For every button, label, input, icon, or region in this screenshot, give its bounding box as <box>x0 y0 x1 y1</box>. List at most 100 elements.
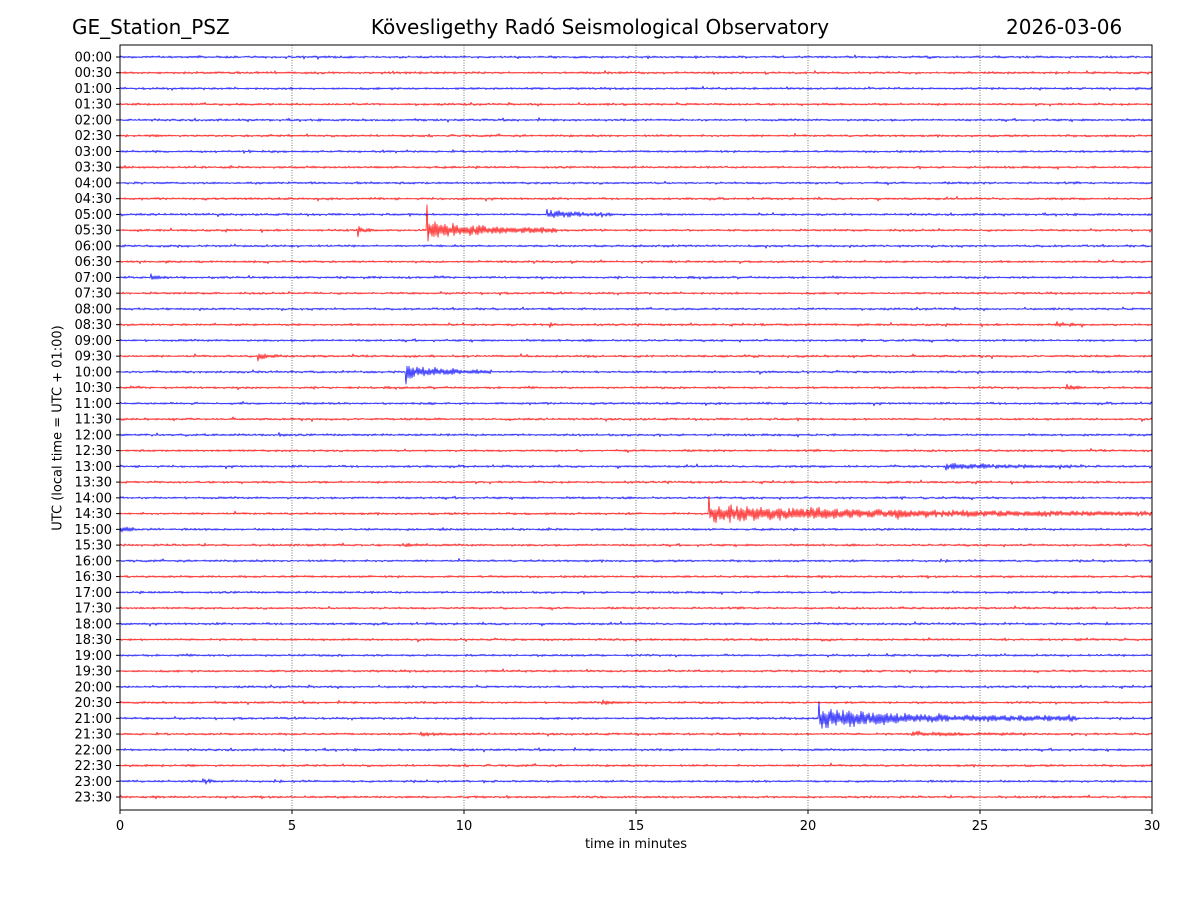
y-tick-label: 05:30 <box>75 224 112 239</box>
observatory-title: Kövesligethy Radó Seismological Observat… <box>370 15 830 39</box>
trace-row-0330 <box>119 164 1153 170</box>
trace-row-1830 <box>119 637 1153 643</box>
y-tick-label: 04:30 <box>75 192 112 207</box>
trace-row-0800 <box>119 306 1153 312</box>
y-tick-label: 17:30 <box>75 602 112 617</box>
y-tick-label: 00:30 <box>75 66 112 81</box>
y-tick-label: 22:30 <box>75 759 112 774</box>
date-title: 2026-03-06 <box>1006 15 1123 39</box>
y-tick-label: 08:30 <box>75 318 112 333</box>
trace-row-2100 <box>119 702 1153 729</box>
y-tick-label: 10:00 <box>75 365 112 380</box>
y-tick-label: 14:30 <box>75 507 112 522</box>
trace-row-1100 <box>119 400 1153 407</box>
trace-row-0000 <box>119 54 1153 60</box>
y-tick-label: 11:00 <box>75 397 112 412</box>
trace-row-2200 <box>119 747 1153 753</box>
y-tick-label: 20:30 <box>75 696 112 711</box>
trace-row-0200 <box>119 117 1153 123</box>
trace-row-1300 <box>119 462 1153 471</box>
y-tick-label: 12:00 <box>75 428 112 443</box>
y-tick-label: 03:30 <box>75 161 112 176</box>
x-tick-label: 10 <box>456 819 473 834</box>
trace-row-2130 <box>119 730 1153 737</box>
y-tick-label: 21:00 <box>75 712 112 727</box>
y-tick-label: 16:00 <box>75 554 112 569</box>
trace-row-0430 <box>119 195 1153 202</box>
y-tick-label: 09:00 <box>75 334 112 349</box>
y-tick-label: 15:30 <box>75 539 112 554</box>
trace-row-1330 <box>119 479 1153 485</box>
x-tick-label: 30 <box>1144 819 1161 834</box>
y-tick-label: 16:30 <box>75 570 112 585</box>
y-tick-label: 01:30 <box>75 98 112 113</box>
y-tick-label: 07:30 <box>75 287 112 302</box>
y-tick-label: 07:00 <box>75 271 112 286</box>
y-tick-label: 19:30 <box>75 665 112 680</box>
trace-row-0930 <box>119 353 1153 362</box>
x-axis-ticks: 0 5 10 15 20 25 30 <box>116 810 1160 834</box>
trace-row-1430 <box>119 495 1153 524</box>
y-tick-label: 18:00 <box>75 617 112 632</box>
y-tick-label: 13:00 <box>75 460 112 475</box>
x-tick-label: 15 <box>628 819 645 834</box>
y-tick-label: 23:30 <box>75 791 112 806</box>
trace-row-1800 <box>119 621 1153 627</box>
y-tick-label: 12:30 <box>75 444 112 459</box>
trace-row-0500 <box>119 208 1153 219</box>
y-tick-label: 10:30 <box>75 381 112 396</box>
seismic-traces <box>119 54 1153 800</box>
trace-row-1230 <box>119 448 1153 454</box>
y-tick-label: 23:00 <box>75 775 112 790</box>
y-tick-label: 13:30 <box>75 476 112 491</box>
trace-row-1530 <box>119 542 1153 548</box>
y-tick-label: 04:00 <box>75 176 112 191</box>
station-title: GE_Station_PSZ <box>72 15 230 39</box>
trace-row-1930 <box>119 668 1153 674</box>
trace-row-1900 <box>119 652 1153 658</box>
trace-row-2030 <box>119 699 1153 706</box>
y-tick-label: 20:00 <box>75 680 112 695</box>
trace-row-2230 <box>119 762 1153 768</box>
y-axis-label: UTC (local time = UTC + 01:00) <box>50 325 66 531</box>
x-axis-label: time in minutes <box>584 837 688 852</box>
x-tick-label: 0 <box>116 819 124 834</box>
y-tick-label: 01:00 <box>75 82 112 97</box>
y-tick-label: 03:00 <box>75 145 112 160</box>
trace-row-0600 <box>119 243 1153 249</box>
y-tick-label: 11:30 <box>75 413 112 428</box>
y-tick-label: 02:00 <box>75 113 112 128</box>
trace-row-1700 <box>119 590 1153 595</box>
trace-row-0130 <box>119 101 1153 107</box>
trace-row-1500 <box>119 526 1153 533</box>
trace-row-2000 <box>119 684 1153 690</box>
trace-row-0030 <box>119 70 1153 75</box>
trace-row-0900 <box>119 338 1153 343</box>
trace-row-0230 <box>119 132 1153 138</box>
trace-row-1200 <box>119 432 1153 438</box>
y-tick-label: 06:00 <box>75 239 112 254</box>
y-tick-label: 15:00 <box>75 523 112 538</box>
trace-row-0530 <box>119 204 1153 242</box>
trace-row-0730 <box>119 290 1153 296</box>
y-axis-ticks: 00:0000:3001:0001:3002:0002:3003:0003:30… <box>75 51 120 806</box>
y-tick-label: 08:00 <box>75 302 112 317</box>
trace-row-1030 <box>119 383 1153 391</box>
trace-row-1600 <box>119 558 1153 564</box>
y-tick-label: 06:30 <box>75 255 112 270</box>
trace-row-1730 <box>119 605 1153 611</box>
trace-row-2330 <box>119 794 1153 800</box>
y-tick-label: 02:30 <box>75 129 112 144</box>
trace-row-1130 <box>119 416 1153 422</box>
trace-row-1630 <box>119 574 1153 579</box>
y-tick-label: 05:00 <box>75 208 112 223</box>
y-tick-label: 21:30 <box>75 728 112 743</box>
x-tick-label: 25 <box>972 819 989 834</box>
y-tick-label: 09:30 <box>75 350 112 365</box>
y-tick-label: 17:00 <box>75 586 112 601</box>
y-tick-label: 19:00 <box>75 649 112 664</box>
y-tick-label: 14:00 <box>75 491 112 506</box>
trace-row-0100 <box>119 85 1153 91</box>
x-tick-label: 5 <box>288 819 296 834</box>
